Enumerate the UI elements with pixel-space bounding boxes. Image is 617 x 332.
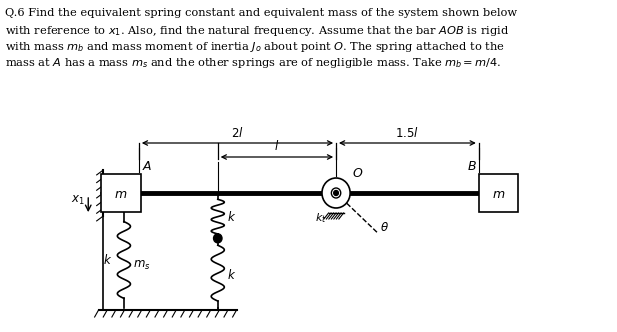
Text: $k$: $k$ xyxy=(102,253,112,267)
Text: $k$: $k$ xyxy=(227,268,236,282)
Text: $1.5l$: $1.5l$ xyxy=(395,126,420,140)
Text: $m_s$: $m_s$ xyxy=(133,258,151,272)
Text: $x_1$: $x_1$ xyxy=(71,194,85,207)
Text: $l$: $l$ xyxy=(275,139,280,153)
Text: $B$: $B$ xyxy=(467,160,477,173)
Text: mass at $A$ has a mass $m_s$ and the other springs are of negligible mass. Take : mass at $A$ has a mass $m_s$ and the oth… xyxy=(5,56,501,70)
Text: $2l$: $2l$ xyxy=(231,126,244,140)
Circle shape xyxy=(334,191,338,196)
Text: $m$: $m$ xyxy=(114,188,128,201)
Circle shape xyxy=(322,178,350,208)
Text: $A$: $A$ xyxy=(142,160,152,173)
Bar xyxy=(479,174,518,212)
Text: $k$: $k$ xyxy=(227,210,236,224)
Text: with mass $m_b$ and mass moment of inertia $J_o$ about point $O$. The spring att: with mass $m_b$ and mass moment of inert… xyxy=(5,40,504,54)
Circle shape xyxy=(331,188,341,198)
Bar xyxy=(101,174,141,212)
Text: $k_t$: $k_t$ xyxy=(315,211,326,225)
Circle shape xyxy=(213,234,222,243)
Text: with reference to $x_1$. Also, find the natural frequency. Assume that the bar $: with reference to $x_1$. Also, find the … xyxy=(5,24,508,38)
Text: $O$: $O$ xyxy=(352,167,363,180)
Text: $m$: $m$ xyxy=(492,188,505,201)
Text: $\theta$: $\theta$ xyxy=(380,221,389,234)
Text: Q.6 Find the equivalent spring constant and equivalent mass of the system shown : Q.6 Find the equivalent spring constant … xyxy=(5,8,517,18)
